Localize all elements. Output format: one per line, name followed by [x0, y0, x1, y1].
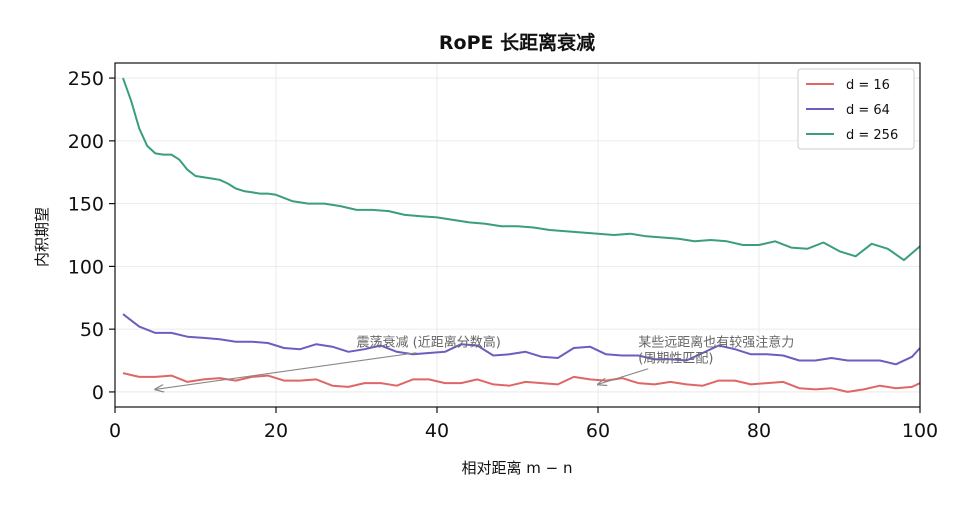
legend-label: d = 16 [846, 78, 890, 93]
x-tick-label: 20 [264, 420, 288, 442]
x-tick-label: 100 [902, 420, 938, 442]
y-tick-label: 0 [92, 382, 104, 404]
x-tick-label: 60 [586, 420, 610, 442]
y-tick-label: 50 [80, 319, 104, 341]
legend-label: d = 256 [846, 128, 898, 143]
legend-box [797, 68, 915, 150]
annotation-text: 某些远距离也有较强注意力(周期性匹配) [638, 335, 794, 367]
annotation-arrow [598, 368, 649, 385]
series-line-3 [122, 77, 921, 262]
annotation-arrow [155, 352, 417, 390]
y-axis-label: 内积期望 [33, 207, 51, 267]
plot-frame [114, 62, 921, 408]
y-tick-label: 250 [68, 68, 104, 90]
legend-label: d = 64 [846, 103, 890, 118]
axis-ticks: 0 20 40 60 80 100 0 50 100 150 200 250 [68, 68, 938, 442]
annotations: 震荡衰减 (近距离分数高) 某些远距离也有较强注意力(周期性匹配) [155, 335, 794, 390]
series-line-1 [122, 372, 921, 393]
series-lines [122, 77, 921, 393]
chart-title: RoPE 长距离衰减 [439, 31, 595, 54]
y-tick-label: 100 [68, 256, 104, 278]
annotation-text: 震荡衰减 (近距离分数高) [357, 335, 501, 351]
y-tick-label: 200 [68, 131, 104, 153]
x-tick-label: 0 [109, 420, 121, 442]
legend: d = 16 d = 64 d = 256 [797, 68, 915, 150]
x-tick-label: 80 [747, 420, 771, 442]
grid [114, 63, 921, 407]
x-axis-label: 相对距离 m − n [462, 459, 573, 477]
y-tick-label: 150 [68, 194, 104, 216]
x-tick-label: 40 [425, 420, 449, 442]
series-line-2 [122, 313, 921, 366]
